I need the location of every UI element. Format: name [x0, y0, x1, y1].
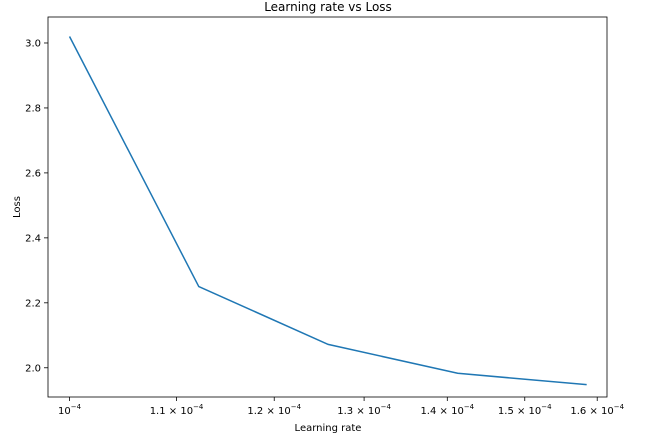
- x-axis-label: Learning rate: [295, 423, 362, 434]
- y-axis: 2.0 2.2 2.4 2.6 2.8 3.0: [25, 38, 48, 374]
- y-tick-label: 2.2: [25, 298, 41, 309]
- x-tick-label: 1.3 × 10−4: [337, 403, 391, 417]
- x-tick-label: 1.5 × 10−4: [498, 403, 552, 417]
- x-axis: 10−4 1.1 × 10−4 1.2 × 10−4 1.3 × 10−4 1.4 × …: [58, 397, 625, 417]
- x-tick-label: 1.2 × 10−4: [247, 403, 301, 417]
- axes-frame: [47, 16, 608, 398]
- x-tick-label: 10−4: [58, 403, 82, 417]
- loss-line: [68, 36, 587, 386]
- x-tick-label: 1.1 × 10−4: [150, 403, 204, 417]
- y-tick-label: 2.6: [25, 168, 41, 179]
- y-tick-label: 3.0: [25, 38, 41, 49]
- chart-title: Learning rate vs Loss: [264, 0, 392, 14]
- plot-area: [47, 16, 608, 398]
- y-axis-label: Loss: [12, 196, 23, 218]
- x-tick-label: 1.4 × 10−4: [420, 403, 474, 417]
- y-tick-label: 2.4: [25, 233, 41, 244]
- x-tick-label: 1.6 × 10−4: [570, 403, 624, 417]
- y-tick-label: 2.8: [25, 103, 41, 114]
- y-tick-label: 2.0: [25, 363, 41, 374]
